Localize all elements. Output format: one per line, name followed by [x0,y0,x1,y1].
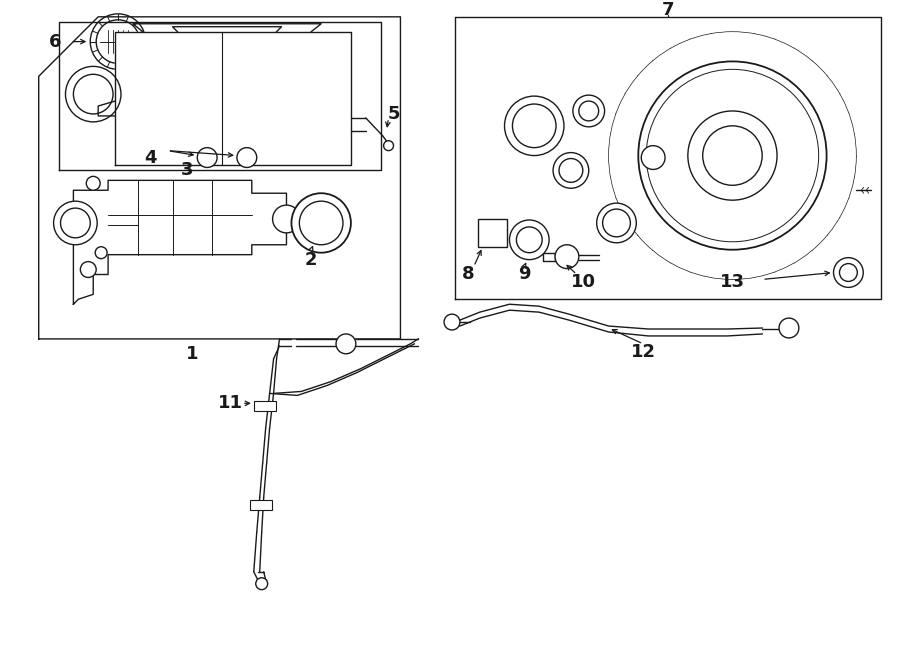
Circle shape [559,159,583,182]
Circle shape [237,147,256,167]
Polygon shape [39,17,400,339]
Polygon shape [58,22,381,171]
Circle shape [86,176,100,190]
Text: 5: 5 [387,105,400,123]
Circle shape [95,247,107,258]
Text: 10: 10 [572,274,597,292]
Circle shape [579,101,599,121]
Text: 2: 2 [305,251,318,268]
Circle shape [603,209,630,237]
Circle shape [573,95,605,127]
Circle shape [197,147,217,167]
Bar [250,500,272,510]
Circle shape [618,42,846,270]
Circle shape [66,66,121,122]
Circle shape [517,227,542,253]
Bar [254,401,275,411]
Circle shape [90,14,146,69]
Text: 1: 1 [186,345,199,363]
Text: 4: 4 [145,149,157,167]
Text: 9: 9 [518,266,531,284]
Polygon shape [74,180,286,304]
Circle shape [608,32,856,280]
Circle shape [555,245,579,268]
Circle shape [336,334,356,354]
Circle shape [554,153,589,188]
Text: 6: 6 [50,32,62,51]
Text: 13: 13 [720,274,745,292]
Circle shape [512,104,556,147]
Circle shape [444,314,460,330]
Circle shape [597,203,636,243]
Circle shape [840,264,858,282]
Circle shape [505,96,564,155]
Circle shape [779,318,799,338]
Circle shape [54,201,97,245]
Circle shape [96,20,140,63]
Circle shape [638,61,826,250]
Circle shape [80,262,96,278]
Text: 3: 3 [181,161,194,179]
Circle shape [509,220,549,260]
Text: 12: 12 [631,343,656,361]
Circle shape [646,69,819,242]
Text: 11: 11 [218,395,242,412]
Text: 8: 8 [462,266,474,284]
Circle shape [383,141,393,151]
Bar [478,219,508,247]
Polygon shape [115,32,351,165]
Text: 7: 7 [662,1,674,19]
Circle shape [833,258,863,288]
Circle shape [688,111,777,200]
Polygon shape [455,17,881,299]
Circle shape [703,126,762,185]
Circle shape [256,578,267,590]
Circle shape [300,201,343,245]
Circle shape [273,205,301,233]
Circle shape [60,208,90,238]
Circle shape [292,193,351,253]
Circle shape [642,145,665,169]
Circle shape [74,74,113,114]
